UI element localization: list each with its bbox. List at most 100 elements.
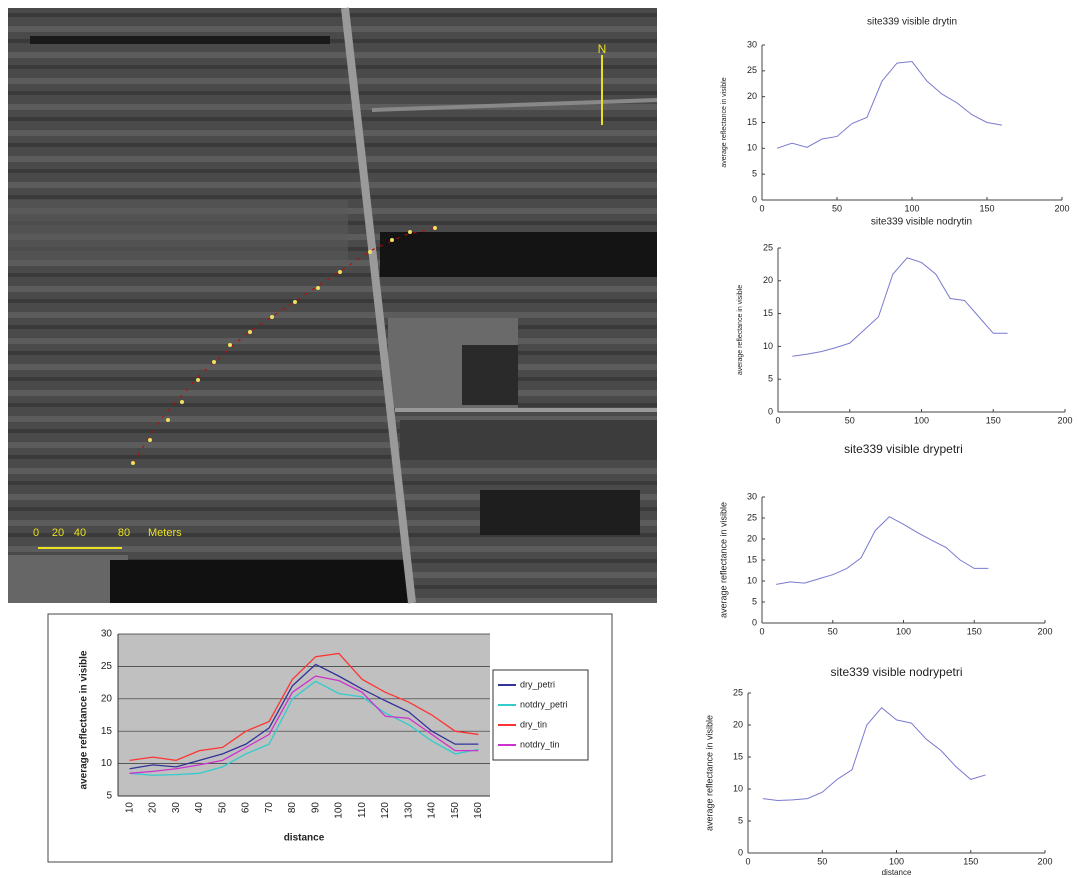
x-axis-label: distance xyxy=(882,868,912,877)
chart-title: site339 visible drypetri xyxy=(844,442,963,456)
y-tick-label: 25 xyxy=(763,242,773,252)
y-tick-label: 20 xyxy=(733,719,743,729)
y-tick-label: 25 xyxy=(733,687,743,697)
y-axis-label: average reflectance in visible xyxy=(79,650,90,789)
x-tick-label: 50 xyxy=(845,415,855,425)
scale-unit: Meters xyxy=(148,527,182,539)
x-tick-label: 20 xyxy=(148,802,159,814)
y-tick-label: 25 xyxy=(747,65,757,75)
data-line xyxy=(129,675,479,774)
chart-title: site339 visible drytin xyxy=(867,17,957,28)
y-tick-label: 15 xyxy=(747,117,757,127)
x-tick-label: 150 xyxy=(979,203,994,213)
y-tick-label: 15 xyxy=(733,751,743,761)
x-tick-label: 100 xyxy=(904,203,919,213)
x-tick-label: 150 xyxy=(986,415,1001,425)
data-line xyxy=(129,663,479,770)
x-tick-label: 80 xyxy=(287,802,298,814)
scale-label: 20 xyxy=(52,527,64,539)
legend-label: dry_tin xyxy=(520,719,547,729)
x-tick-label: 160 xyxy=(473,802,484,819)
x-tick-label: 200 xyxy=(1054,203,1069,213)
y-axis-label: average reflectance in visible xyxy=(737,285,744,375)
y-tick-label: 20 xyxy=(101,693,113,704)
y-axis-label: average reflectance in visible xyxy=(721,77,728,167)
scale-label: 0 xyxy=(33,527,39,539)
data-line xyxy=(762,707,986,802)
y-tick-label: 5 xyxy=(768,374,773,384)
y-tick-label: 15 xyxy=(763,308,773,318)
data-line xyxy=(129,680,479,776)
y-tick-label: 10 xyxy=(733,783,743,793)
y-tick-label: 20 xyxy=(763,275,773,285)
y-tick-label: 10 xyxy=(747,575,757,585)
y-tick-label: 30 xyxy=(101,629,113,640)
x-tick-label: 100 xyxy=(334,802,345,819)
x-tick-label: 0 xyxy=(759,203,764,213)
x-tick-label: 30 xyxy=(171,802,182,814)
aerial-image: N 0 20 40 80 Meters xyxy=(8,7,658,604)
x-tick-label: 200 xyxy=(1037,856,1052,866)
scale-label: 80 xyxy=(118,527,130,539)
x-tick-label: 60 xyxy=(241,802,252,814)
legend-label: notdry_petri xyxy=(520,699,568,709)
north-label: N xyxy=(598,42,607,56)
x-tick-label: 110 xyxy=(357,802,368,818)
x-tick-label: 70 xyxy=(264,802,275,814)
x-tick-label: 10 xyxy=(124,802,135,814)
x-tick-label: 120 xyxy=(380,802,391,819)
x-tick-label: 0 xyxy=(775,415,780,425)
scale-label: 40 xyxy=(74,527,86,539)
y-tick-label: 0 xyxy=(738,847,743,857)
plot-area xyxy=(118,634,490,796)
y-tick-label: 30 xyxy=(747,491,757,501)
y-tick-label: 25 xyxy=(747,512,757,522)
x-tick-label: 100 xyxy=(896,626,911,636)
y-tick-label: 5 xyxy=(738,815,743,825)
x-tick-label: 130 xyxy=(403,802,414,819)
chart-title: site339 visible nodrytin xyxy=(871,217,972,228)
x-tick-label: 0 xyxy=(745,856,750,866)
y-tick-label: 0 xyxy=(768,406,773,416)
x-tick-label: 200 xyxy=(1037,626,1052,636)
data-line xyxy=(792,257,1008,357)
chart-title: site339 visible nodrypetri xyxy=(830,665,962,679)
legend-label: dry_petri xyxy=(520,679,555,689)
x-tick-label: 100 xyxy=(914,415,929,425)
x-tick-label: 50 xyxy=(828,626,838,636)
y-tick-label: 25 xyxy=(101,661,113,672)
y-tick-label: 10 xyxy=(747,143,757,153)
x-tick-label: 50 xyxy=(817,856,827,866)
y-tick-label: 15 xyxy=(747,554,757,564)
x-tick-label: 150 xyxy=(450,802,461,819)
y-tick-label: 20 xyxy=(747,533,757,543)
data-line xyxy=(129,652,479,762)
x-tick-label: 200 xyxy=(1057,415,1072,425)
y-tick-label: 10 xyxy=(763,341,773,351)
y-tick-label: 10 xyxy=(101,758,113,769)
y-tick-label: 30 xyxy=(747,39,757,49)
y-tick-label: 5 xyxy=(752,596,757,606)
data-line xyxy=(776,516,989,585)
x-tick-label: 50 xyxy=(832,203,842,213)
x-tick-label: 100 xyxy=(889,856,904,866)
x-tick-label: 150 xyxy=(967,626,982,636)
y-tick-label: 20 xyxy=(747,91,757,101)
x-tick-label: 90 xyxy=(310,802,321,814)
y-tick-label: 0 xyxy=(752,194,757,204)
y-axis-label: average reflectance in visible xyxy=(704,715,714,831)
y-tick-label: 5 xyxy=(106,791,112,802)
x-axis-label: distance xyxy=(284,833,325,844)
x-tick-label: 150 xyxy=(963,856,978,866)
x-tick-label: 50 xyxy=(217,802,228,814)
y-axis-label: average reflectance in visible xyxy=(718,502,728,618)
x-tick-label: 0 xyxy=(759,626,764,636)
legend-label: notdry_tin xyxy=(520,739,560,749)
x-tick-label: 140 xyxy=(427,802,438,819)
y-tick-label: 0 xyxy=(752,617,757,627)
data-line xyxy=(776,61,1003,149)
y-tick-label: 15 xyxy=(101,726,113,737)
y-tick-label: 5 xyxy=(752,169,757,179)
x-tick-label: 40 xyxy=(194,802,205,814)
